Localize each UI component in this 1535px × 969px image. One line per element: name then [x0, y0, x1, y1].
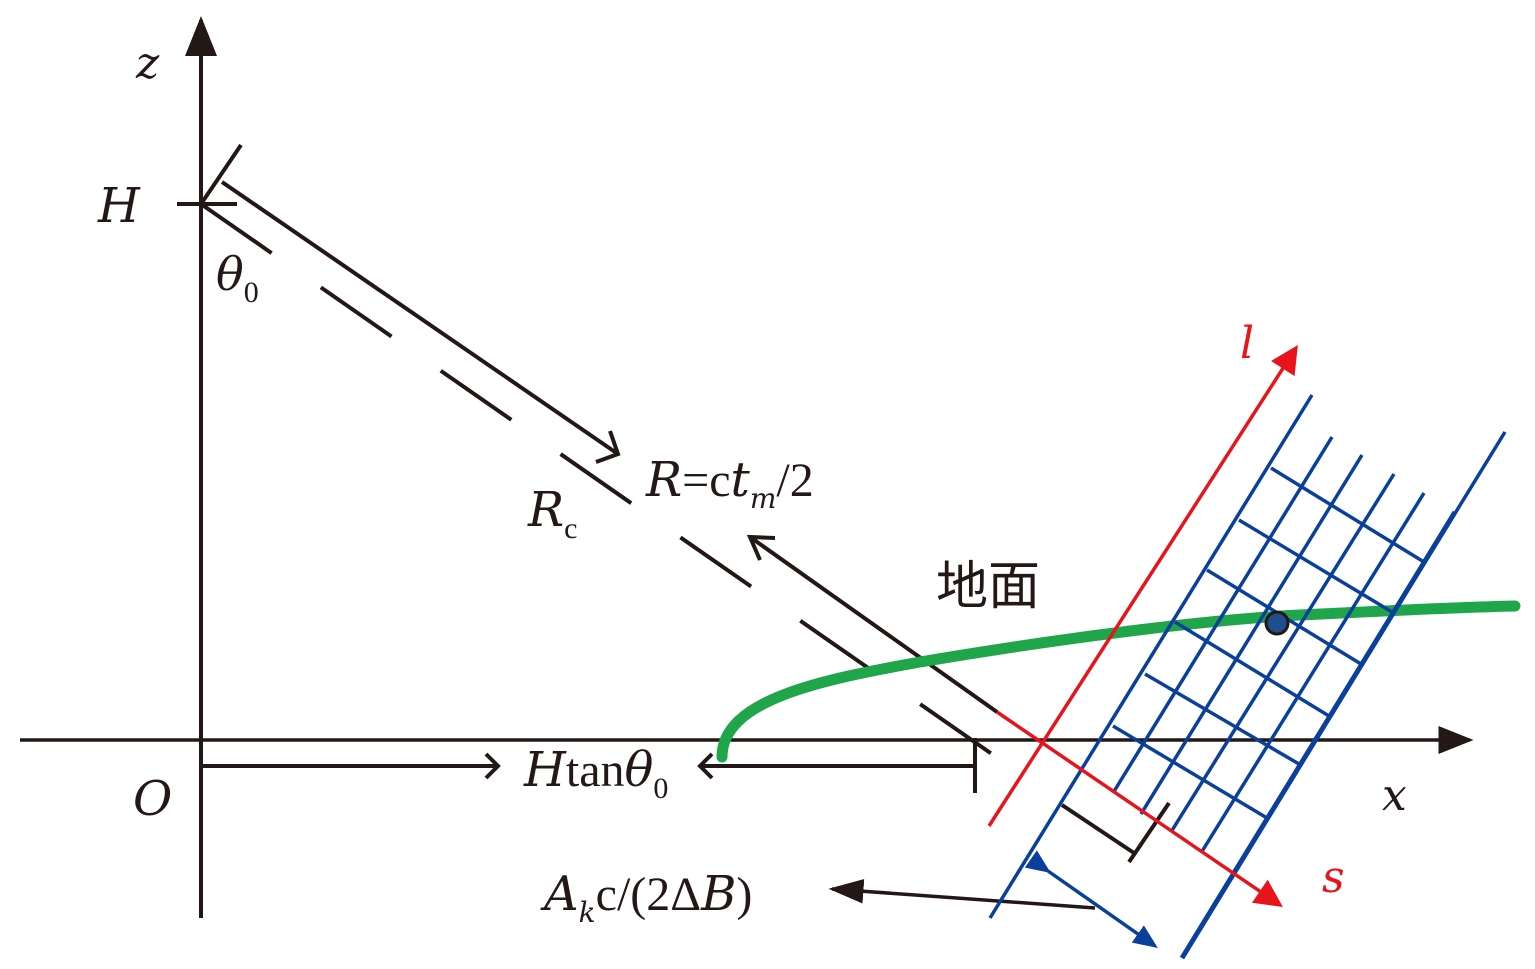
range-out-arrowhead: [595, 430, 621, 464]
grid-line-l2: [1111, 436, 1334, 794]
ak-pointer-line: [828, 879, 1096, 910]
l-axis: [987, 345, 1298, 827]
grid-cross-5: [1144, 672, 1300, 766]
rc-dashed-line: [199, 202, 1014, 770]
grid-line-l5: [1199, 492, 1426, 854]
x-axis-label: x: [1382, 770, 1407, 821]
range-back-arrowhead: [746, 534, 776, 561]
range-equation-label: R=ctm/2: [645, 452, 814, 515]
origin-label: O: [133, 771, 172, 827]
cell-bracket: [1060, 803, 1136, 855]
grid-line-l6-thick: [1179, 510, 1458, 960]
grid-cross-4: [1174, 620, 1330, 718]
l-axis-label: l: [1240, 318, 1254, 369]
ground-label: 地面: [936, 557, 1040, 617]
range-grid: [988, 394, 1507, 960]
s-axis-label: s: [1322, 852, 1345, 903]
grid-line-l3: [1139, 454, 1364, 815]
cell-bracket-tick: [1127, 801, 1171, 864]
grid-cross-2: [1238, 518, 1393, 614]
grid-cross-6: [1112, 724, 1268, 820]
ak-resolution-label: Akc/(2ΔB): [540, 866, 752, 929]
theta0-label: θ0: [216, 247, 259, 309]
grid-line-l1: [988, 394, 1314, 919]
ak-double-arrow: [1024, 850, 1158, 949]
ground-curve: [716, 600, 1521, 763]
target-point: [1264, 610, 1290, 636]
rc-label: Rc: [527, 482, 577, 545]
grid-cross-1: [1270, 466, 1425, 564]
htan-arrowhead-left: [697, 752, 714, 780]
s-axis: [996, 710, 1283, 907]
htan-arrowhead-right: [484, 752, 501, 780]
range-back-line: [748, 535, 999, 714]
range-out-line: [220, 180, 620, 456]
grid-line-l4: [1169, 473, 1396, 833]
antenna-line: [199, 143, 243, 206]
height-label: H: [97, 178, 141, 234]
htan-label: Htanθ0: [523, 742, 668, 805]
z-axis-label: z: [135, 38, 160, 89]
